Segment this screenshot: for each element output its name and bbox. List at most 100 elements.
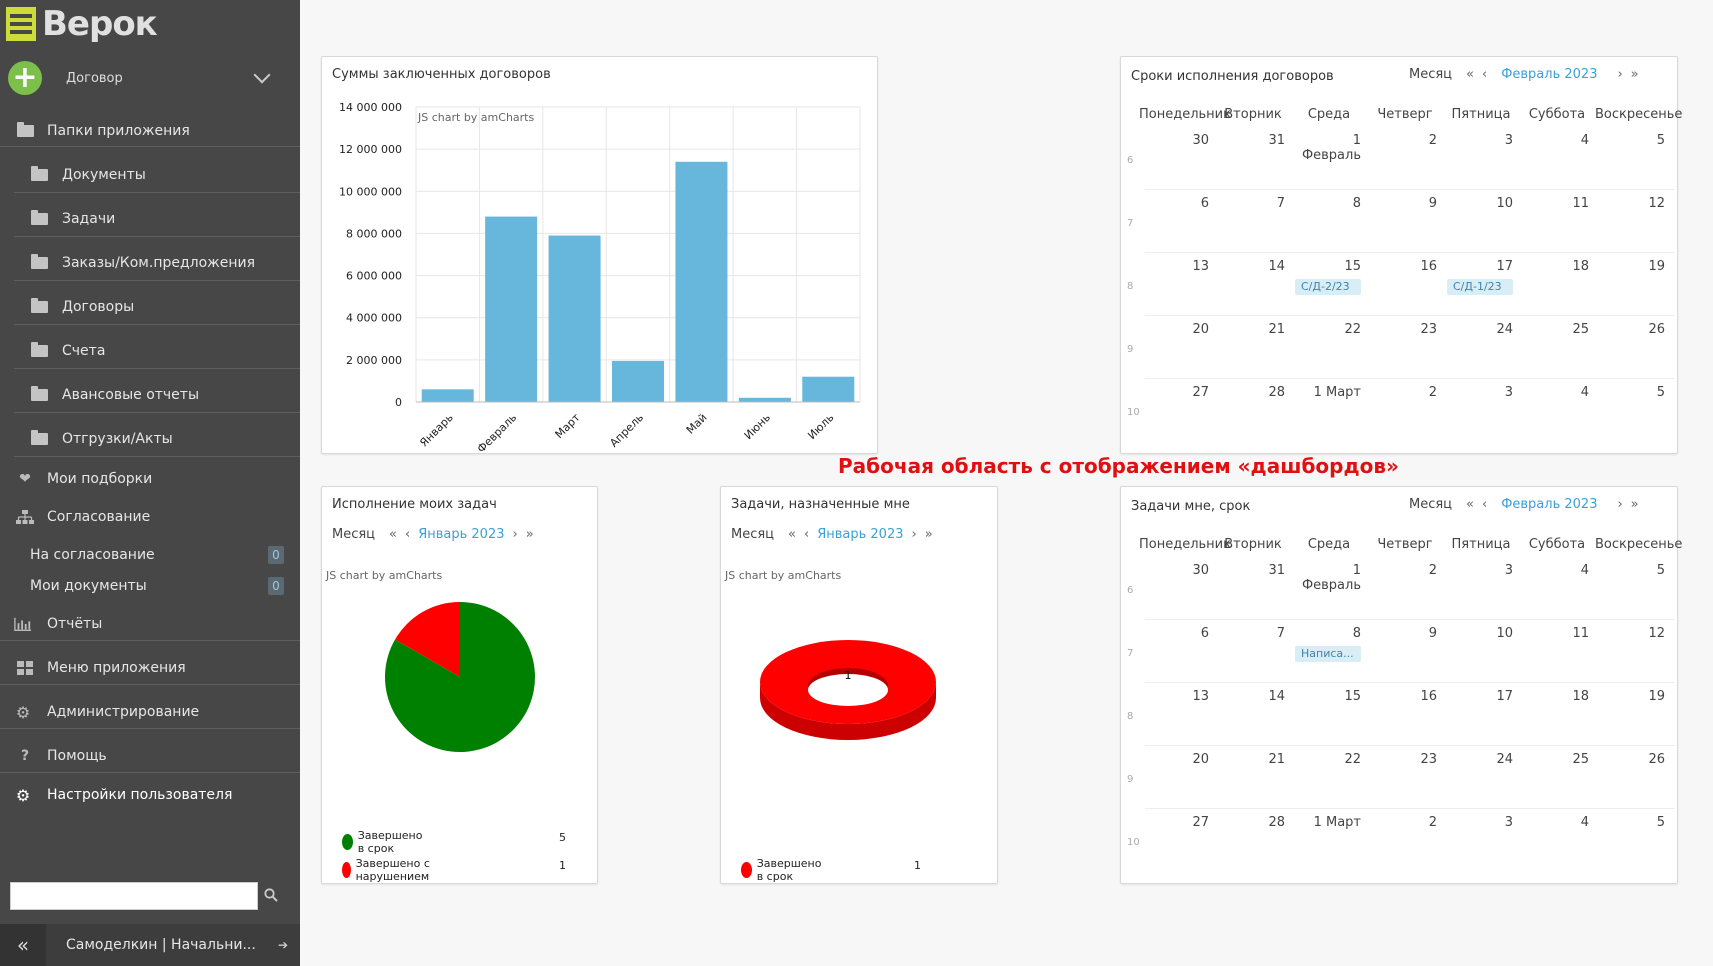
- sidebar-item-app-menu[interactable]: Меню приложения: [0, 657, 300, 679]
- calendar-day[interactable]: 19: [1648, 259, 1665, 274]
- calendar-day[interactable]: 8: [1352, 196, 1361, 211]
- sidebar-folder-item[interactable]: Отгрузки/Акты: [0, 428, 300, 450]
- calendar-day[interactable]: 15: [1344, 689, 1361, 704]
- sidebar-item-approval[interactable]: Согласование: [0, 506, 300, 528]
- calendar-day[interactable]: 14: [1268, 259, 1285, 274]
- calendar-day[interactable]: 2: [1428, 815, 1437, 830]
- calendar-day[interactable]: 27: [1192, 385, 1209, 400]
- collapse-sidebar-button[interactable]: «: [0, 924, 46, 966]
- calendar-day[interactable]: 10: [1496, 196, 1513, 211]
- calendar-day[interactable]: 20: [1192, 322, 1209, 337]
- sidebar-folder-item[interactable]: Счета: [0, 340, 300, 362]
- calendar-day[interactable]: 2: [1428, 133, 1437, 148]
- next-year-icon[interactable]: »: [924, 527, 933, 542]
- bar[interactable]: [675, 161, 728, 402]
- prev-year-icon[interactable]: «: [389, 527, 397, 542]
- calendar-day[interactable]: 21: [1268, 752, 1285, 767]
- calendar-day[interactable]: 28: [1268, 385, 1285, 400]
- calendar-day[interactable]: 24: [1496, 322, 1513, 337]
- calendar-day[interactable]: 8: [1352, 626, 1361, 641]
- plus-icon[interactable]: +: [8, 61, 42, 95]
- calendar-day[interactable]: 23: [1420, 752, 1437, 767]
- sidebar-item-favorites[interactable]: ❤ Мои подборки: [0, 468, 300, 490]
- calendar-day[interactable]: 31: [1268, 563, 1285, 578]
- prev-month-icon[interactable]: ‹: [405, 527, 411, 542]
- calendar-day[interactable]: 11: [1572, 196, 1589, 211]
- sidebar-item-admin[interactable]: ⚙ Администрирование: [0, 701, 300, 723]
- amcharts-credit[interactable]: JS chart by amCharts: [326, 569, 443, 582]
- calendar-day[interactable]: 3: [1504, 815, 1513, 830]
- calendar-day[interactable]: 3: [1504, 385, 1513, 400]
- calendar-day[interactable]: 13: [1192, 259, 1209, 274]
- sidebar-item-user-settings[interactable]: ⚙ Настройки пользователя: [0, 784, 300, 806]
- calendar-day[interactable]: 18: [1572, 259, 1589, 274]
- calendar-day[interactable]: 20: [1192, 752, 1209, 767]
- calendar-day[interactable]: 26: [1648, 322, 1665, 337]
- current-month[interactable]: Январь 2023: [817, 527, 904, 542]
- amcharts-credit[interactable]: JS chart by amCharts: [418, 111, 535, 124]
- next-month-icon[interactable]: ›: [1617, 497, 1623, 512]
- bar[interactable]: [802, 376, 855, 402]
- calendar-day[interactable]: 23: [1420, 322, 1437, 337]
- calendar-day[interactable]: 4: [1580, 385, 1589, 400]
- calendar-day[interactable]: 3: [1504, 563, 1513, 578]
- sidebar-item-to-approve[interactable]: На согласование 0: [0, 544, 300, 566]
- calendar-day[interactable]: 4: [1580, 133, 1589, 148]
- calendar-day[interactable]: 4: [1580, 563, 1589, 578]
- calendar-day[interactable]: 3: [1504, 133, 1513, 148]
- calendar-day[interactable]: 25: [1572, 322, 1589, 337]
- legend-item[interactable]: Завершено в срок: [342, 829, 428, 855]
- calendar-day[interactable]: 2: [1428, 385, 1437, 400]
- calendar-day[interactable]: 7: [1276, 626, 1285, 641]
- calendar-day[interactable]: 26: [1648, 752, 1665, 767]
- create-document-selector[interactable]: + Договор: [8, 60, 288, 96]
- calendar-day[interactable]: 5: [1656, 133, 1665, 148]
- current-month[interactable]: Январь 2023: [418, 527, 505, 542]
- calendar-day[interactable]: 13: [1192, 689, 1209, 704]
- current-month[interactable]: Февраль 2023: [1501, 67, 1598, 82]
- calendar-day[interactable]: 12: [1648, 626, 1665, 641]
- calendar-day[interactable]: 17: [1496, 259, 1513, 274]
- calendar-day[interactable]: 24: [1496, 752, 1513, 767]
- calendar-day[interactable]: 11: [1572, 626, 1589, 641]
- calendar-day[interactable]: 19: [1648, 689, 1665, 704]
- app-logo[interactable]: Верок: [6, 4, 158, 44]
- calendar-day[interactable]: 31: [1268, 133, 1285, 148]
- sidebar-folder-item[interactable]: Заказы/Ком.предложения: [0, 252, 300, 274]
- calendar-day[interactable]: 1 Март: [1313, 385, 1361, 400]
- calendar-day[interactable]: 5: [1656, 385, 1665, 400]
- calendar-day[interactable]: 1 Февраль: [1301, 563, 1361, 593]
- sidebar-item-help[interactable]: ? Помощь: [0, 745, 300, 767]
- calendar-day[interactable]: 17: [1496, 689, 1513, 704]
- sidebar-folder-item[interactable]: Авансовые отчеты: [0, 384, 300, 406]
- chevron-down-icon[interactable]: [253, 66, 271, 84]
- bar[interactable]: [421, 389, 474, 402]
- view-mode-label[interactable]: Месяц: [332, 527, 376, 542]
- sidebar-item-app-folders[interactable]: Папки приложения: [0, 120, 300, 142]
- next-year-icon[interactable]: »: [525, 527, 534, 542]
- calendar-day[interactable]: 2: [1428, 563, 1437, 578]
- calendar-day[interactable]: 14: [1268, 689, 1285, 704]
- next-month-icon[interactable]: ›: [512, 527, 518, 542]
- calendar-day[interactable]: 18: [1572, 689, 1589, 704]
- calendar-day[interactable]: 28: [1268, 815, 1285, 830]
- next-year-icon[interactable]: »: [1630, 497, 1639, 512]
- sidebar-folder-item[interactable]: Документы: [0, 164, 300, 186]
- prev-year-icon[interactable]: «: [1466, 497, 1474, 512]
- calendar-day[interactable]: 5: [1656, 563, 1665, 578]
- view-mode-label[interactable]: Месяц: [731, 527, 775, 542]
- bar[interactable]: [611, 360, 665, 402]
- calendar-day[interactable]: 12: [1648, 196, 1665, 211]
- calendar-day[interactable]: 4: [1580, 815, 1589, 830]
- donut-side[interactable]: [760, 682, 936, 740]
- amcharts-credit[interactable]: JS chart by amCharts: [725, 569, 842, 582]
- calendar-event[interactable]: Написа...: [1295, 646, 1361, 662]
- calendar-day[interactable]: 15: [1344, 259, 1361, 274]
- calendar-day[interactable]: 16: [1420, 259, 1437, 274]
- calendar-day[interactable]: 16: [1420, 689, 1437, 704]
- calendar-day[interactable]: 9: [1428, 196, 1437, 211]
- prev-month-icon[interactable]: ‹: [804, 527, 810, 542]
- sidebar-folder-item[interactable]: Задачи: [0, 208, 300, 230]
- calendar-event[interactable]: С/Д-2/23: [1295, 279, 1361, 295]
- sidebar-folder-item[interactable]: Договоры: [0, 296, 300, 318]
